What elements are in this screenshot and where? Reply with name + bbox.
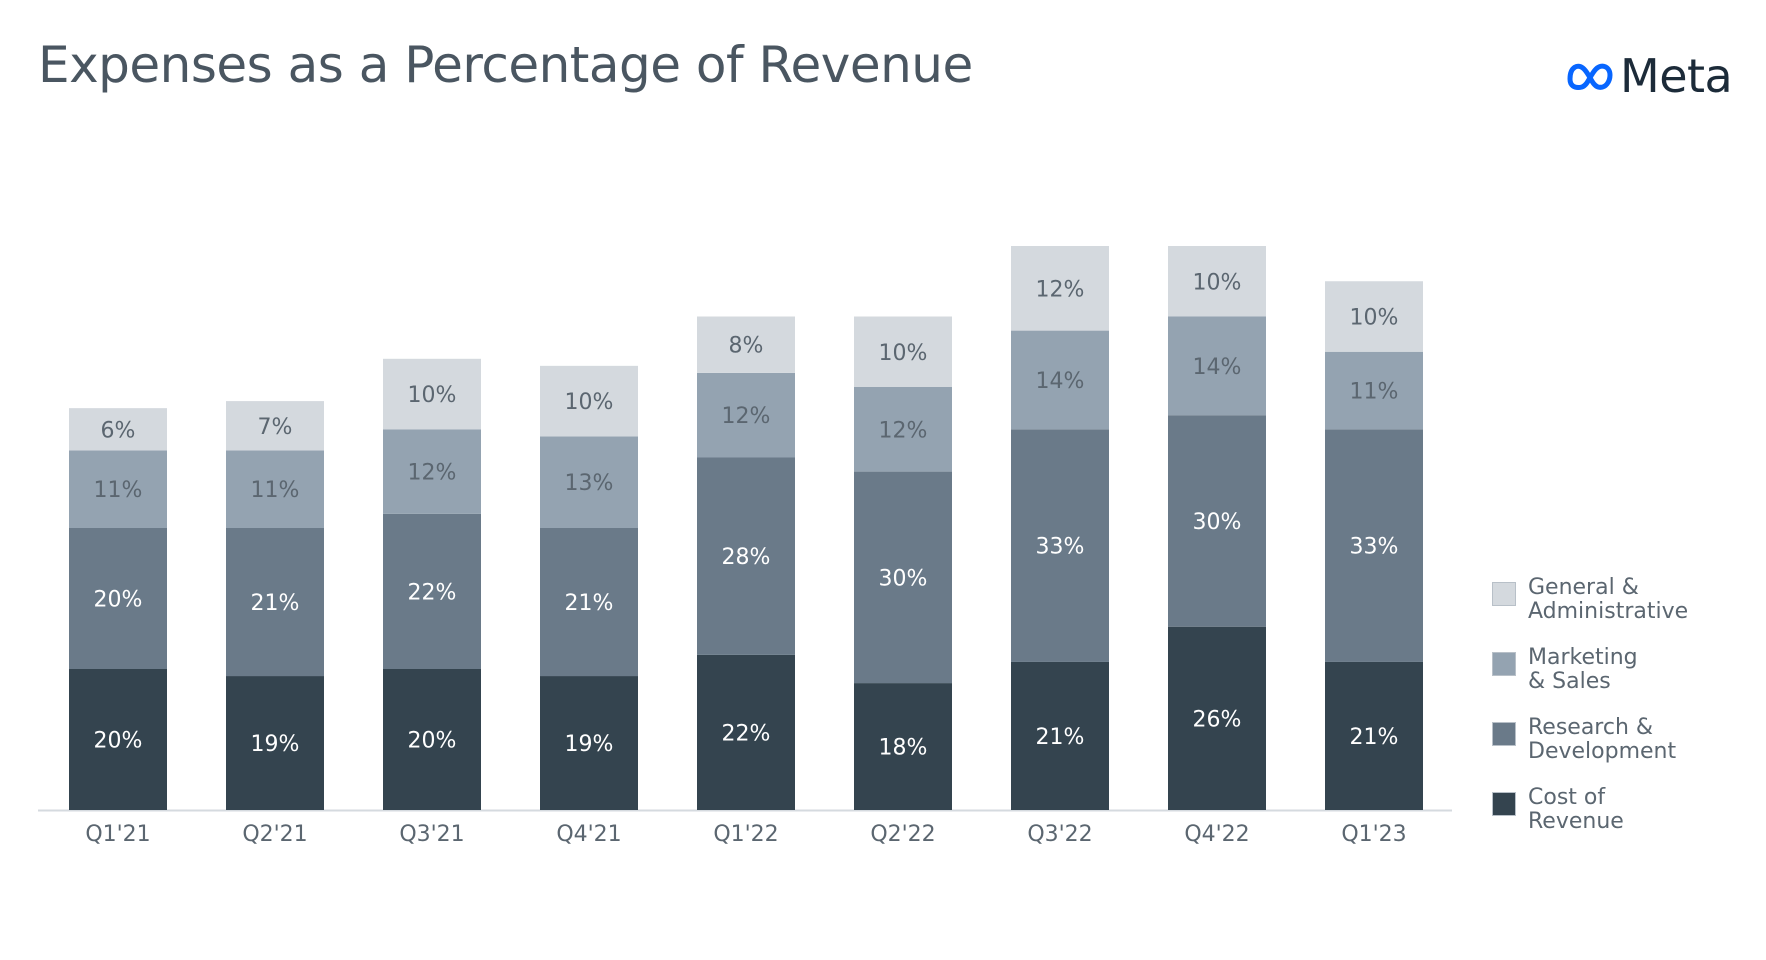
legend-label-research-and-development: Research & Development	[1528, 715, 1677, 764]
data-label-general-and-administrative-q2-22: 10%	[879, 341, 928, 366]
bar-segment-marketing-and-sales-q2-22	[854, 387, 952, 472]
bar-segment-cost-of-revenue-q2-21	[226, 676, 324, 810]
data-label-marketing-and-sales-q1-23: 11%	[1350, 380, 1399, 405]
stacked-bar-chart: 20% 20% 11% 6% Q1'21 19% 21% 11% 7% Q2'21 20% 22% 12…	[38, 246, 1452, 847]
data-label-research-and-development-q2-22: 30%	[879, 566, 928, 591]
bar-segment-general-and-administrative-q2-21	[226, 401, 324, 451]
bar-segment-general-and-administrative-q4-22	[1168, 246, 1266, 317]
bar-segment-marketing-and-sales-q3-21	[383, 429, 481, 514]
brand-name: Meta	[1620, 49, 1733, 103]
data-label-marketing-and-sales-q1-21: 11%	[94, 478, 143, 503]
bar-segment-cost-of-revenue-q3-21	[383, 669, 481, 810]
x-tick-label-q3-21: Q3'21	[399, 822, 464, 847]
x-tick-label-q2-22: Q2'22	[870, 822, 935, 847]
page-title: Expenses as a Percentage of Revenue	[38, 36, 973, 94]
legend-label-marketing-and-sales: Marketing & Sales	[1528, 645, 1638, 694]
data-label-cost-of-revenue-q3-21: 20%	[408, 729, 457, 754]
data-label-research-and-development-q2-21: 21%	[251, 591, 300, 616]
legend-swatch-research-and-development	[1492, 722, 1516, 746]
data-label-general-and-administrative-q2-21: 7%	[258, 415, 293, 440]
data-label-research-and-development-q4-21: 21%	[565, 591, 614, 616]
data-label-general-and-administrative-q1-21: 6%	[101, 418, 136, 443]
bar-segment-general-and-administrative-q1-21	[69, 408, 167, 451]
bar-segment-research-and-development-q3-21	[383, 513, 481, 669]
bar-segment-cost-of-revenue-q4-21	[540, 676, 638, 810]
data-label-research-and-development-q4-22: 30%	[1193, 510, 1242, 535]
legend-swatch-general-and-administrative	[1492, 582, 1516, 606]
meta-infinity-icon	[1567, 63, 1613, 90]
legend-item-cost-of-revenue: Cost of Revenue	[1492, 786, 1752, 856]
data-label-general-and-administrative-q3-21: 10%	[408, 383, 457, 408]
x-tick-label-q1-21: Q1'21	[85, 822, 150, 847]
x-tick-label-q3-22: Q3'22	[1027, 822, 1092, 847]
data-label-marketing-and-sales-q4-21: 13%	[565, 471, 614, 496]
bar-segment-marketing-and-sales-q1-23	[1325, 351, 1423, 430]
bar-segment-research-and-development-q2-21	[226, 528, 324, 677]
data-label-general-and-administrative-q4-22: 10%	[1193, 270, 1242, 295]
bar-segment-general-and-administrative-q3-22	[1011, 246, 1109, 331]
x-tick-label-q1-22: Q1'22	[713, 822, 778, 847]
bar-segment-cost-of-revenue-q1-23	[1325, 661, 1423, 810]
data-label-cost-of-revenue-q2-21: 19%	[251, 732, 300, 757]
data-label-research-and-development-q1-23: 33%	[1350, 535, 1399, 560]
legend-label-general-and-administrative: General & Administrative	[1528, 575, 1689, 624]
bar-segment-general-and-administrative-q1-22	[697, 316, 795, 373]
bar-segment-general-and-administrative-q2-22	[854, 316, 952, 387]
bar-segment-marketing-and-sales-q1-21	[69, 450, 167, 528]
data-label-research-and-development-q3-21: 22%	[408, 580, 457, 605]
data-label-general-and-administrative-q1-22: 8%	[729, 334, 764, 359]
legend-label-cost-of-revenue: Cost of Revenue	[1528, 785, 1624, 834]
bar-segment-cost-of-revenue-q2-22	[854, 683, 952, 810]
data-label-general-and-administrative-q3-22: 12%	[1036, 277, 1085, 302]
data-label-general-and-administrative-q4-21: 10%	[565, 390, 614, 415]
data-label-marketing-and-sales-q3-21: 12%	[408, 461, 457, 486]
data-label-marketing-and-sales-q2-22: 12%	[879, 418, 928, 443]
data-label-cost-of-revenue-q1-22: 22%	[722, 721, 771, 746]
data-label-cost-of-revenue-q1-23: 21%	[1350, 725, 1399, 750]
bar-segment-general-and-administrative-q1-23	[1325, 281, 1423, 352]
bar-segment-research-and-development-q1-21	[69, 528, 167, 669]
bar-segment-cost-of-revenue-q1-22	[697, 654, 795, 810]
legend-swatch-marketing-and-sales	[1492, 652, 1516, 676]
bar-segment-research-and-development-q4-21	[540, 528, 638, 677]
bar-segment-marketing-and-sales-q1-22	[697, 372, 795, 458]
data-label-cost-of-revenue-q1-21: 20%	[94, 729, 143, 754]
bar-segment-cost-of-revenue-q3-22	[1011, 661, 1109, 810]
data-label-cost-of-revenue-q2-22: 18%	[879, 736, 928, 761]
bar-segment-marketing-and-sales-q3-22	[1011, 330, 1109, 430]
data-label-research-and-development-q3-22: 33%	[1036, 535, 1085, 560]
x-tick-label-q1-23: Q1'23	[1341, 822, 1406, 847]
bar-segment-research-and-development-q1-23	[1325, 429, 1423, 662]
legend-item-marketing-and-sales: Marketing & Sales	[1492, 646, 1752, 716]
data-label-marketing-and-sales-q1-22: 12%	[722, 404, 771, 429]
x-tick-label-q4-22: Q4'22	[1184, 822, 1249, 847]
data-label-marketing-and-sales-q3-22: 14%	[1036, 369, 1085, 394]
bar-segment-research-and-development-q3-22	[1011, 429, 1109, 662]
bar-segment-marketing-and-sales-q2-21	[226, 450, 324, 528]
data-label-marketing-and-sales-q2-21: 11%	[251, 478, 300, 503]
chart-legend: General & Administrative Marketing & Sale…	[1492, 576, 1752, 856]
bar-segment-general-and-administrative-q3-21	[383, 358, 481, 430]
x-tick-label-q4-21: Q4'21	[556, 822, 621, 847]
bar-segment-general-and-administrative-q4-21	[540, 365, 638, 437]
bar-segment-research-and-development-q4-22	[1168, 415, 1266, 627]
bar-segment-research-and-development-q2-22	[854, 471, 952, 684]
data-label-marketing-and-sales-q4-22: 14%	[1193, 355, 1242, 380]
data-label-research-and-development-q1-22: 28%	[722, 545, 771, 570]
data-label-cost-of-revenue-q4-21: 19%	[565, 732, 614, 757]
bar-segment-marketing-and-sales-q4-22	[1168, 316, 1266, 416]
data-label-general-and-administrative-q1-23: 10%	[1350, 306, 1399, 331]
legend-swatch-cost-of-revenue	[1492, 792, 1516, 816]
bar-segment-cost-of-revenue-q4-22	[1168, 626, 1266, 810]
brand-logo: Meta	[1564, 46, 1733, 106]
legend-item-general-and-administrative: General & Administrative	[1492, 576, 1752, 646]
legend-item-research-and-development: Research & Development	[1492, 716, 1752, 786]
bar-segment-research-and-development-q1-22	[697, 457, 795, 655]
data-label-research-and-development-q1-21: 20%	[94, 588, 143, 613]
x-tick-label-q2-21: Q2'21	[242, 822, 307, 847]
data-label-cost-of-revenue-q3-22: 21%	[1036, 725, 1085, 750]
data-label-cost-of-revenue-q4-22: 26%	[1193, 707, 1242, 732]
bar-segment-cost-of-revenue-q1-21	[69, 669, 167, 810]
bar-segment-marketing-and-sales-q4-21	[540, 436, 638, 528]
